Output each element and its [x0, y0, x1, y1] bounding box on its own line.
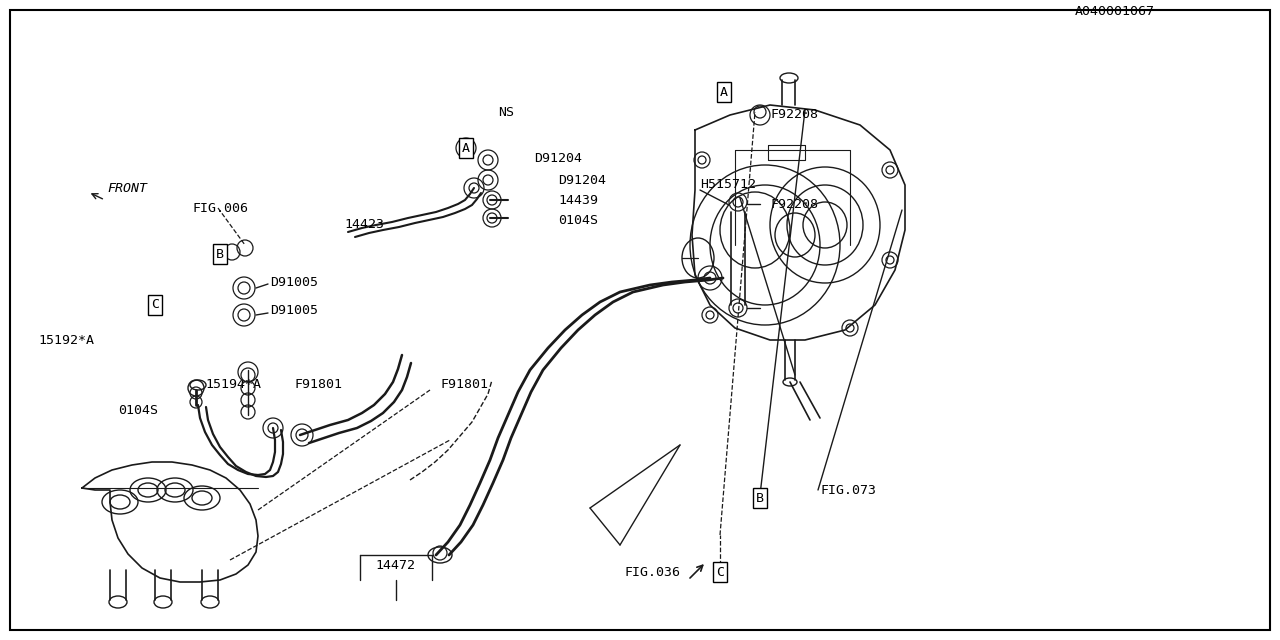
- Text: C: C: [151, 298, 159, 312]
- Text: F91801: F91801: [294, 378, 343, 392]
- Text: FIG.006: FIG.006: [192, 202, 248, 214]
- Text: FIG.036: FIG.036: [625, 566, 680, 579]
- Polygon shape: [82, 462, 259, 582]
- Text: F91801: F91801: [440, 378, 488, 392]
- Text: D91204: D91204: [534, 152, 582, 164]
- Text: NS: NS: [498, 106, 515, 118]
- Text: 15192*A: 15192*A: [38, 333, 93, 346]
- Text: 15194*A: 15194*A: [205, 378, 261, 392]
- Text: 0104S: 0104S: [118, 403, 157, 417]
- Text: 0104S: 0104S: [558, 214, 598, 227]
- Text: 14423: 14423: [344, 218, 384, 232]
- Text: 14472: 14472: [375, 559, 415, 572]
- Polygon shape: [692, 105, 905, 340]
- Text: A040001067: A040001067: [1075, 5, 1155, 18]
- Text: H515712: H515712: [700, 179, 756, 191]
- Text: D91005: D91005: [270, 303, 317, 317]
- Text: F92208: F92208: [771, 109, 818, 122]
- Text: D91204: D91204: [558, 173, 605, 186]
- Text: F92208: F92208: [771, 198, 818, 211]
- Text: B: B: [216, 248, 224, 260]
- Text: D91005: D91005: [270, 275, 317, 289]
- Text: FIG.073: FIG.073: [820, 483, 876, 497]
- Text: A: A: [719, 86, 728, 99]
- Text: FRONT: FRONT: [108, 182, 147, 195]
- Text: B: B: [756, 492, 764, 504]
- Text: 14439: 14439: [558, 193, 598, 207]
- Text: A: A: [462, 141, 470, 154]
- Text: C: C: [716, 566, 724, 579]
